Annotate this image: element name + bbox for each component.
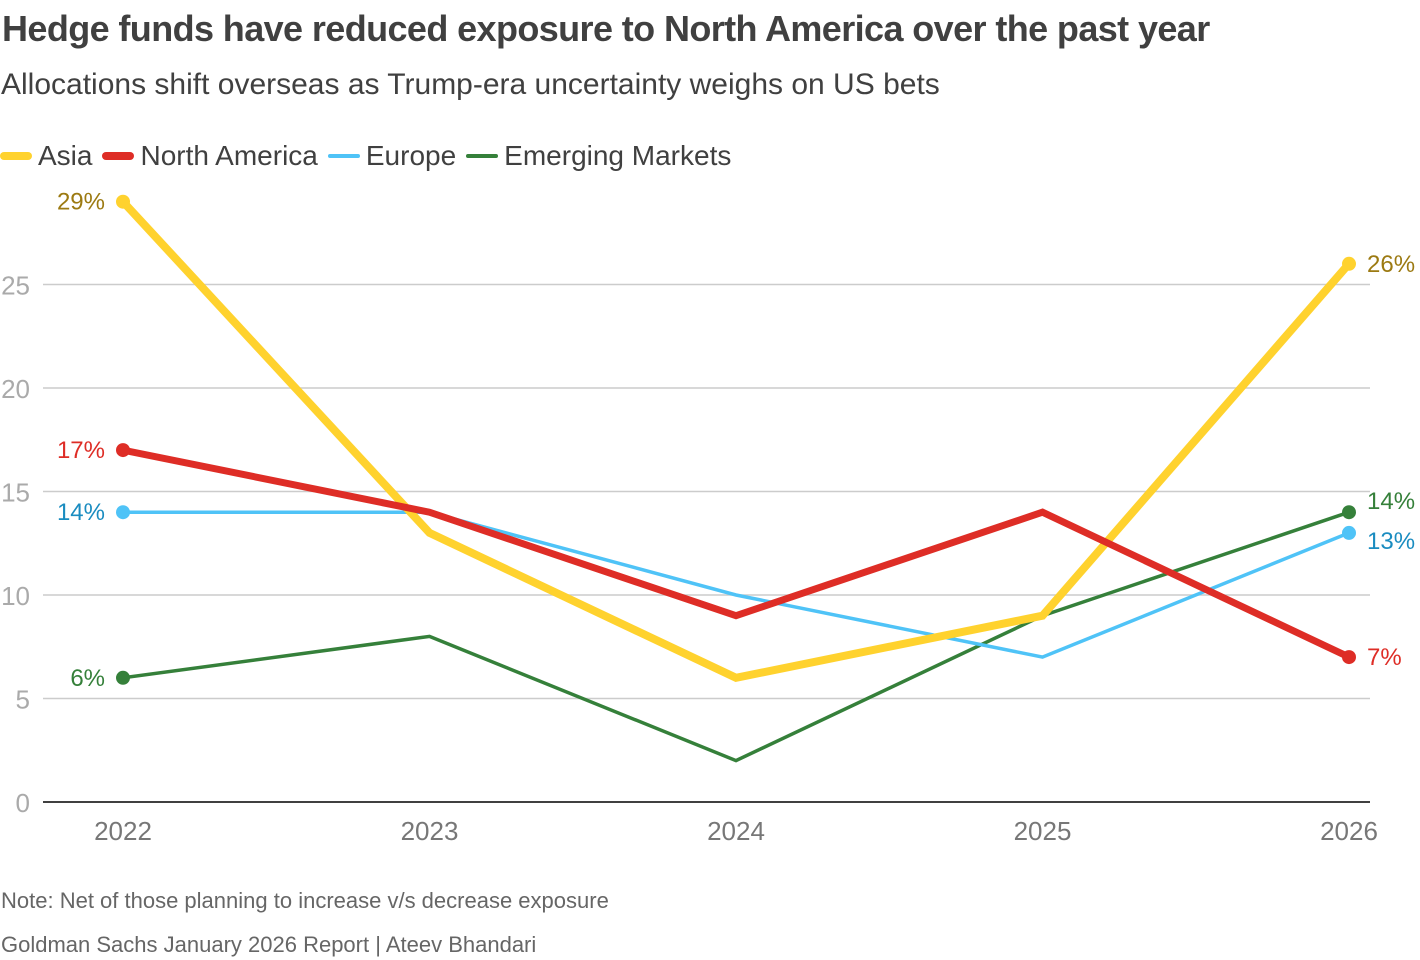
data-label-emerging-markets-end: 14%: [1367, 488, 1415, 515]
data-label-asia-start: 29%: [57, 189, 105, 216]
legend-item-europe: Europe: [327, 140, 457, 172]
legend-item-emerging-markets: Emerging Markets: [466, 140, 731, 172]
chart-subtitle: Allocations shift overseas as Trump-era …: [1, 68, 940, 101]
legend-swatch-north-america: [102, 152, 135, 160]
legend-swatch-asia: [0, 152, 32, 160]
point-north-america-start: [116, 443, 130, 458]
point-asia-end: [1342, 256, 1356, 271]
legend-item-asia: Asia: [0, 140, 92, 172]
point-europe-start: [116, 505, 130, 520]
x-tick-label-2025: 2025: [1014, 816, 1072, 846]
series-line-asia: [120, 198, 1353, 682]
y-tick-label-0: 0: [16, 788, 30, 818]
point-emerging-markets-end: [1342, 505, 1356, 520]
x-tick-label-2026: 2026: [1320, 816, 1378, 846]
chart-note: Note: Net of those planning to increase …: [1, 888, 609, 913]
data-label-europe-end: 13%: [1367, 528, 1415, 555]
data-label-north-america-start: 17%: [57, 437, 105, 464]
point-north-america-end: [1342, 650, 1356, 665]
point-asia-start: [116, 194, 130, 209]
series-line-north-america: [122, 446, 1351, 661]
x-tick-label-2023: 2023: [401, 816, 459, 846]
point-emerging-markets-start: [116, 670, 130, 685]
y-tick-label-20: 20: [1, 374, 30, 404]
series-line-europe: [123, 510, 1350, 659]
data-label-asia-end: 26%: [1367, 251, 1415, 278]
y-tick-label-25: 25: [1, 271, 30, 301]
legend-label-asia: Asia: [38, 140, 93, 171]
legend-label-europe: Europe: [365, 140, 457, 171]
data-label-emerging-markets-start: 6%: [70, 665, 105, 692]
legend-label-emerging-markets: Emerging Markets: [504, 140, 732, 171]
legend: Asia North America Europe Emerging Marke…: [0, 140, 741, 172]
chart-title: Hedge funds have reduced exposure to Nor…: [2, 8, 1210, 49]
series-line-emerging-markets: [122, 510, 1350, 763]
x-tick-label-2022: 2022: [94, 816, 152, 846]
point-europe-end: [1342, 525, 1356, 540]
y-tick-label-10: 10: [1, 581, 30, 611]
x-tick-label-2024: 2024: [707, 816, 765, 846]
legend-label-north-america: North America: [140, 140, 318, 171]
data-label-north-america-end: 7%: [1367, 644, 1402, 671]
y-tick-label-15: 15: [1, 478, 30, 508]
y-tick-label-5: 5: [16, 685, 30, 715]
legend-swatch-emerging-markets: [466, 154, 499, 158]
data-label-europe-start: 14%: [57, 499, 105, 526]
legend-swatch-europe: [327, 154, 360, 158]
legend-item-north-america: North America: [102, 140, 318, 172]
chart-source: Goldman Sachs January 2026 Report | Atee…: [1, 932, 537, 957]
